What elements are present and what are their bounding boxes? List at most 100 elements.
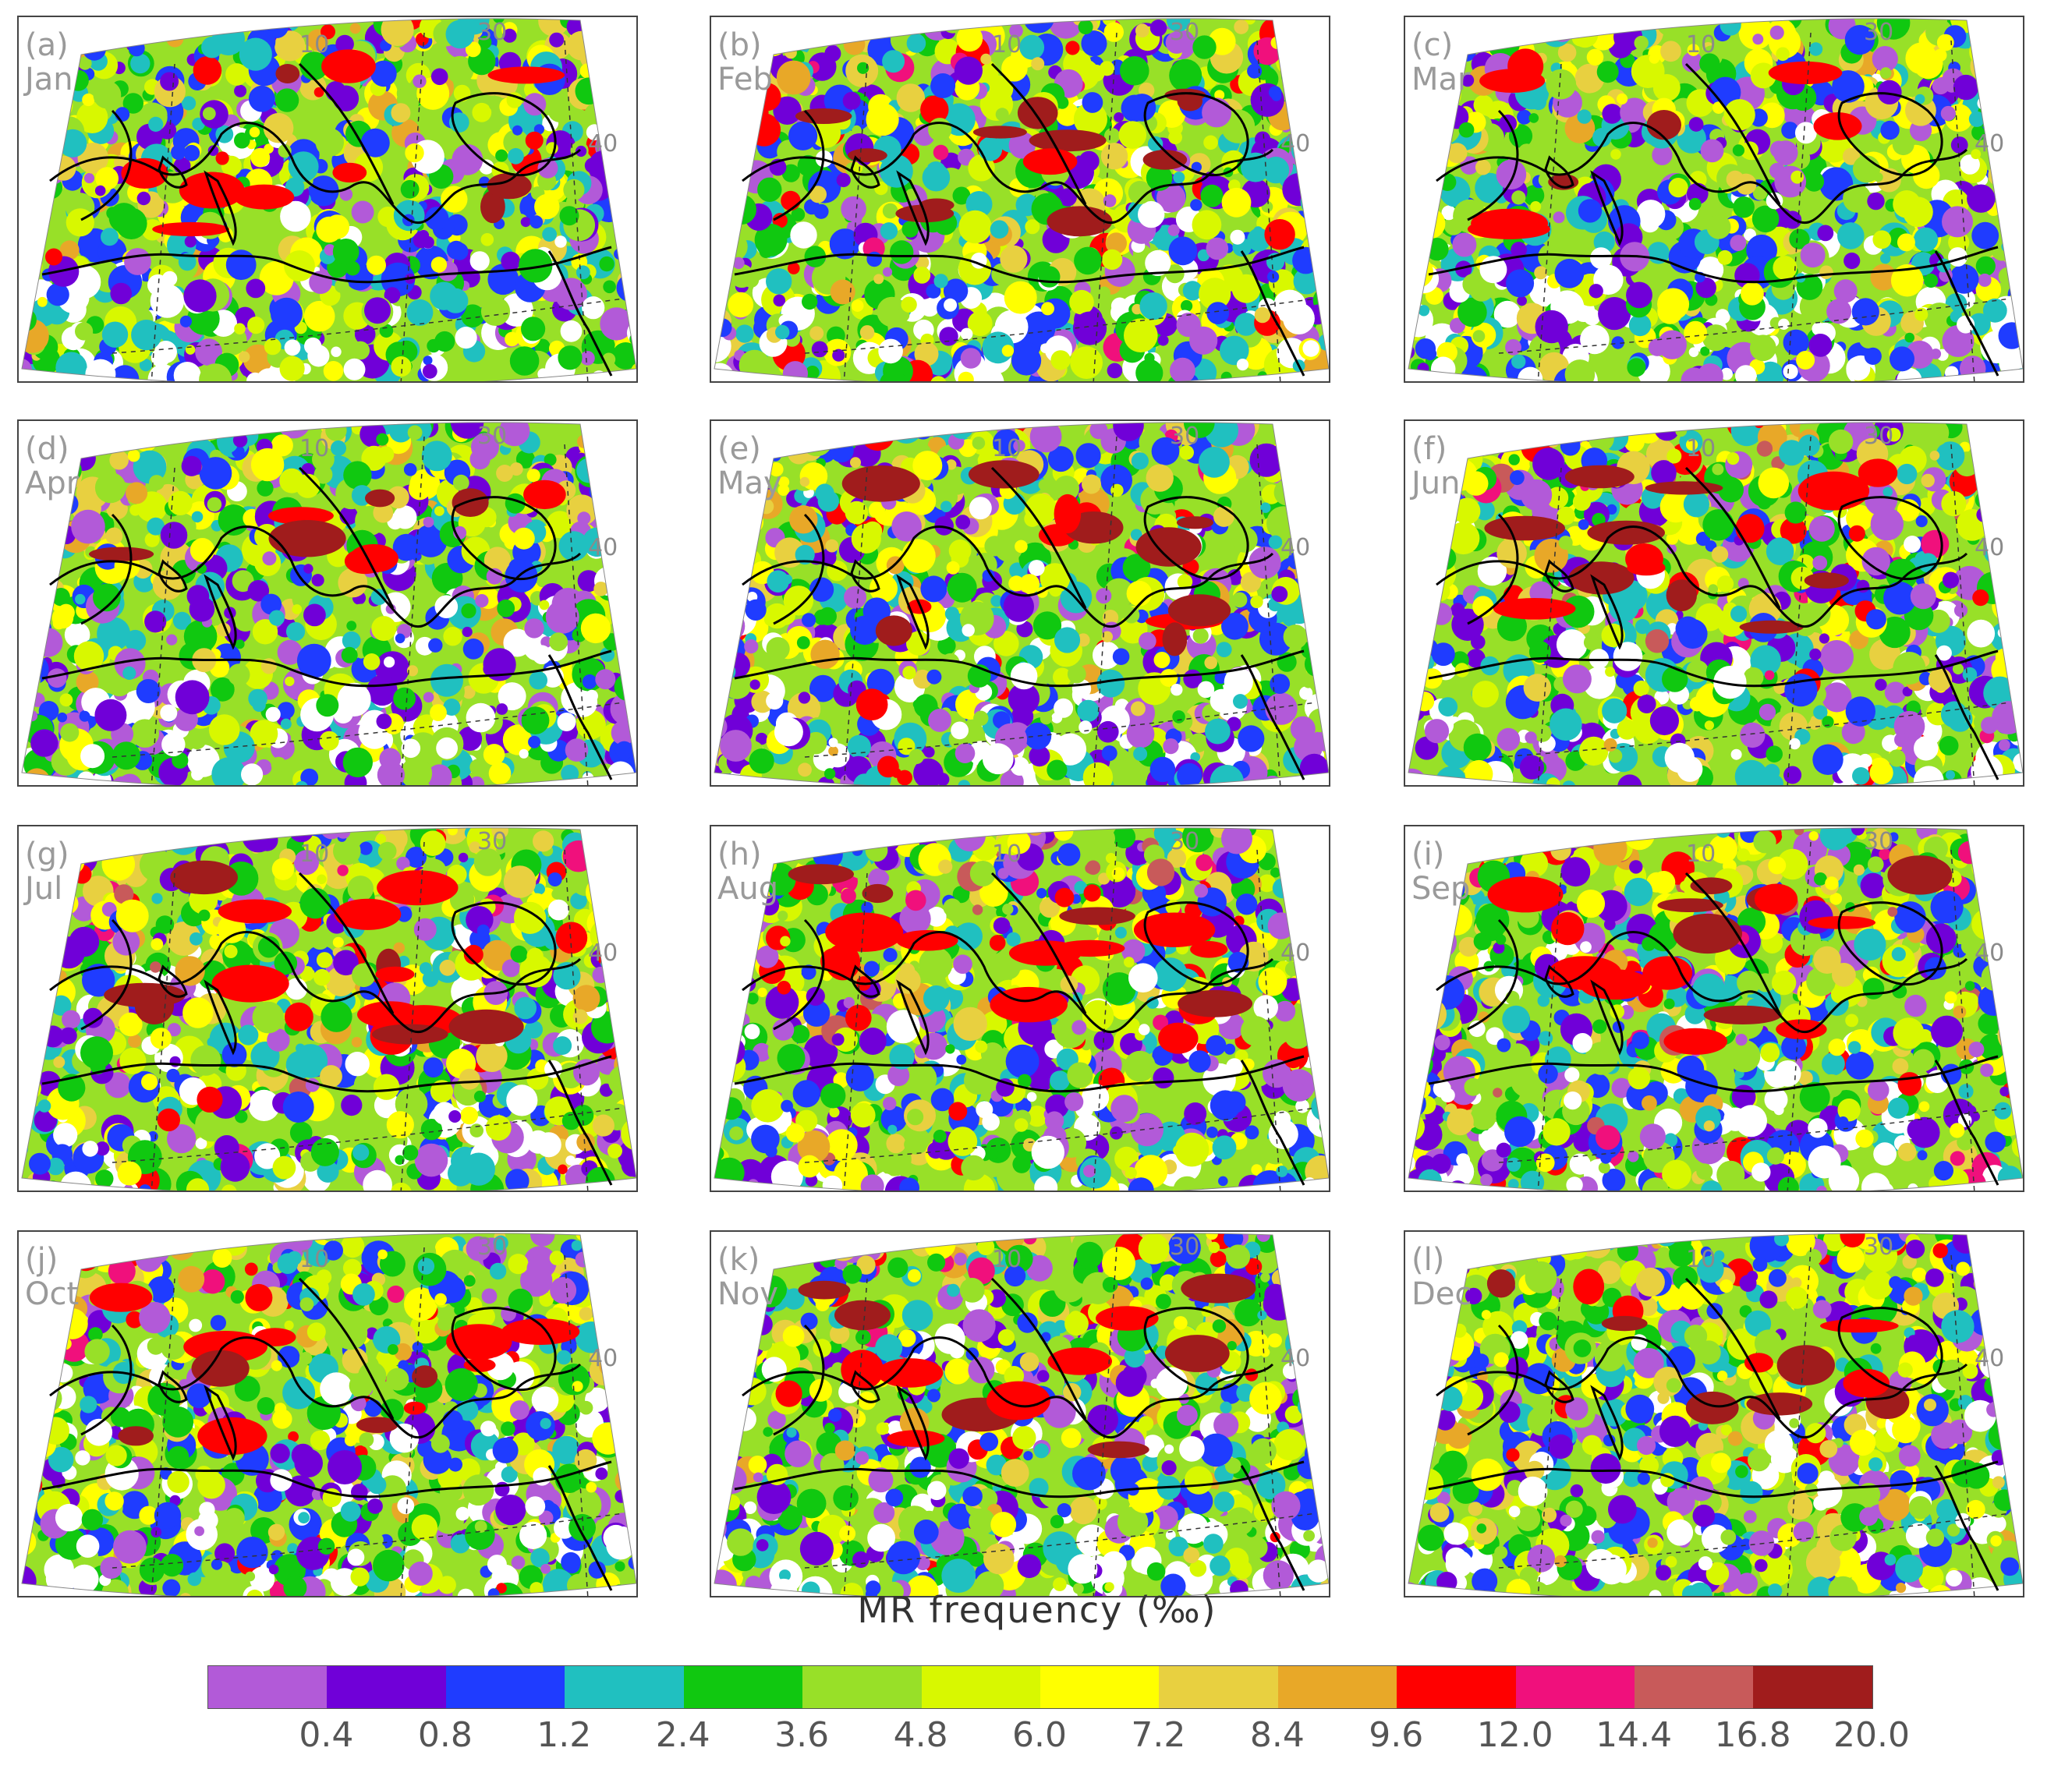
field-blob (515, 449, 535, 469)
field-blob (392, 533, 420, 561)
field-blob (183, 279, 217, 313)
field-blob (1307, 634, 1317, 644)
field-blob (745, 599, 767, 621)
field-blob (978, 136, 1003, 161)
field-blob (809, 326, 824, 341)
field-blob (323, 361, 344, 381)
coastline (1240, 654, 1305, 780)
field-blob (1010, 662, 1038, 690)
field-blob (316, 694, 339, 717)
field-blob (1319, 424, 1329, 441)
coastline (1436, 122, 1968, 225)
field-blob (600, 307, 633, 341)
field-blob (221, 18, 243, 33)
field-blob (1932, 77, 1950, 95)
field-blob (2000, 165, 2023, 196)
field-blob (1913, 161, 1940, 189)
field-blob (1452, 232, 1477, 257)
field-blob (1408, 128, 1428, 162)
coastline (896, 170, 930, 246)
field-blob (796, 636, 810, 649)
field-blob (296, 643, 331, 678)
field-blob (1227, 716, 1241, 731)
field-blob (332, 239, 360, 265)
field-blob (427, 338, 441, 353)
field-blob (259, 18, 277, 27)
field-blob (1277, 422, 1304, 442)
field-blob (1082, 92, 1103, 113)
field-blob (95, 167, 119, 190)
field-blob (955, 515, 971, 530)
field-blob (576, 145, 587, 157)
field-blob (422, 363, 437, 379)
field-blob (580, 351, 595, 366)
field-blob (1310, 192, 1327, 209)
field-blob (1276, 48, 1303, 76)
field-blob (1864, 347, 1882, 365)
field-blob (1317, 108, 1329, 137)
field-blob (1528, 27, 1542, 42)
field-blob (732, 257, 745, 269)
field-blob (1319, 302, 1329, 319)
field-blob (1172, 710, 1185, 724)
field-blob (1592, 128, 1612, 147)
field-blob (144, 532, 160, 547)
high-frequency-core (1467, 218, 1550, 239)
field-blob (714, 309, 723, 327)
field-blob (1949, 264, 1979, 294)
field-blob (1192, 210, 1222, 240)
field-blob (539, 600, 550, 610)
field-blob (1424, 108, 1435, 119)
field-blob (1628, 313, 1652, 337)
field-blob (312, 448, 335, 471)
field-blob (191, 511, 204, 523)
field-blob (1051, 712, 1063, 724)
field-blob (1790, 170, 1805, 184)
field-blob (1097, 286, 1110, 299)
field-blob (629, 503, 636, 520)
field-blob (1320, 651, 1329, 663)
field-blob (94, 699, 127, 731)
field-blob (1131, 452, 1149, 470)
field-blob (26, 260, 36, 270)
field-blob (1307, 18, 1329, 39)
field-blob (612, 64, 624, 76)
latitude-label: 40 (1975, 130, 2005, 157)
field-blob (813, 203, 829, 219)
field-blob (1249, 443, 1284, 477)
field-blob (841, 196, 866, 222)
field-blob (45, 248, 62, 266)
field-blob (1996, 18, 2021, 43)
coastline (990, 466, 1087, 609)
field-blob (584, 157, 600, 174)
field-blob (1075, 443, 1101, 469)
field-blob (393, 505, 417, 529)
field-blob (1999, 566, 2023, 596)
field-blob (1751, 205, 1780, 233)
field-blob (597, 378, 608, 381)
field-blob (844, 586, 867, 609)
field-blob (1610, 19, 1620, 30)
frequency-map (21, 422, 636, 785)
field-blob (186, 18, 200, 25)
field-blob (1197, 681, 1215, 699)
field-blob (1970, 49, 2004, 83)
field-blob (124, 629, 147, 652)
coastline (547, 250, 613, 377)
field-blob (1688, 347, 1699, 358)
field-blob (1319, 221, 1329, 235)
field-blob (1082, 762, 1114, 785)
field-blob (51, 588, 70, 607)
field-blob (343, 461, 372, 490)
panel-label: (c) Mar (1411, 28, 1470, 97)
field-blob (280, 200, 311, 232)
field-blob (901, 539, 936, 573)
field-blob (218, 18, 236, 27)
field-blob (445, 19, 475, 49)
field-blob (130, 719, 159, 748)
field-blob (129, 504, 141, 516)
high-frequency-core (487, 172, 532, 200)
field-blob (1967, 184, 1996, 213)
field-blob (1321, 75, 1329, 94)
field-blob (625, 619, 636, 635)
